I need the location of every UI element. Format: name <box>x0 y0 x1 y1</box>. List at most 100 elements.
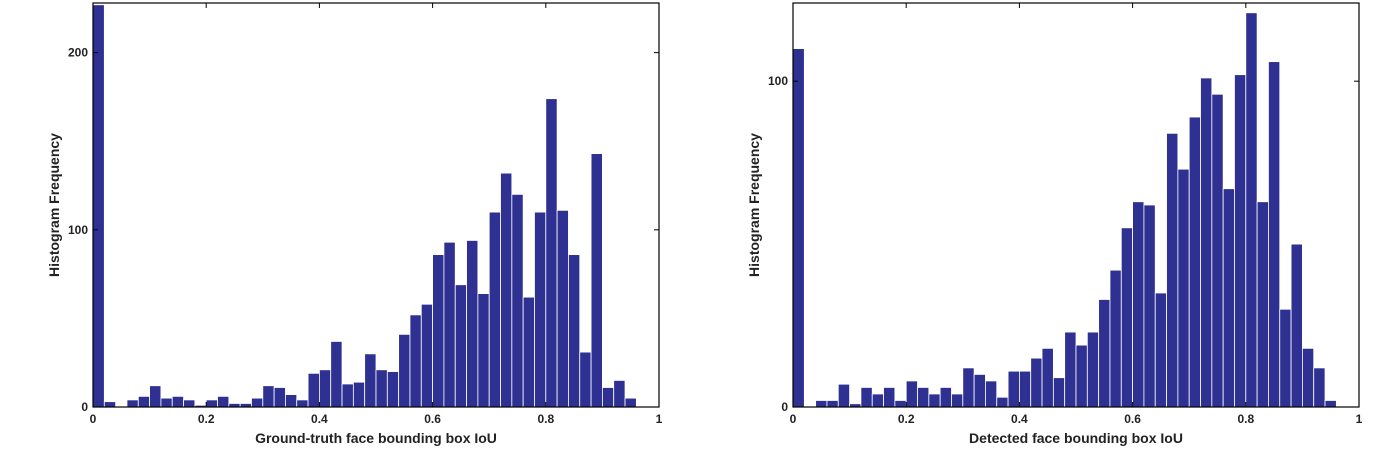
left-histogram-bar <box>602 387 615 408</box>
right-y-tick-label: 0 <box>781 400 788 414</box>
left-histogram-bar <box>137 395 150 408</box>
right-histogram-bar <box>1075 344 1088 408</box>
left-y-axis-label: Histogram Frequency <box>46 133 62 277</box>
left-histogram-bar <box>341 383 354 408</box>
right-histogram-bar <box>905 380 918 408</box>
right-histogram-bar <box>928 393 941 408</box>
right-histogram-bar <box>1245 12 1258 408</box>
right-histogram-bar <box>1086 331 1100 408</box>
right-histogram-bar <box>1313 367 1326 408</box>
right-histogram-bar <box>1177 168 1190 408</box>
right-histogram-bars <box>792 12 1337 408</box>
right-histogram-bar <box>1188 116 1201 408</box>
left-histogram-bar <box>420 303 433 408</box>
left-histogram-bar <box>500 172 513 408</box>
right-x-tick-label: 0.2 <box>898 412 915 426</box>
left-histogram-bar <box>477 293 490 408</box>
right-histogram-bar <box>1098 299 1111 408</box>
right-y-axis-label: Histogram Frequency <box>746 133 762 277</box>
right-histogram-bar <box>985 380 998 408</box>
left-histogram-bar <box>251 397 264 408</box>
right-histogram-bar <box>1007 370 1020 408</box>
right-x-tick-label: 0 <box>790 412 797 426</box>
left-histogram-bar <box>126 399 139 408</box>
left-histogram-bar <box>624 397 637 408</box>
right-histogram: 0 0.2 0.4 0.6 0.8 1 0 100 Detected face boundin… <box>746 2 1363 446</box>
left-histogram-bar <box>488 211 501 408</box>
left-histogram-bar <box>160 397 173 408</box>
left-histogram-bar <box>613 380 626 408</box>
left-y-tick-label: 200 <box>68 46 88 60</box>
left-x-tick-label: 0 <box>90 412 97 426</box>
right-histogram-bar <box>1064 331 1077 408</box>
right-histogram-bar <box>917 387 930 408</box>
right-histogram-bar <box>815 400 828 408</box>
right-x-tick-label: 0.4 <box>1011 412 1028 426</box>
left-histogram-bar <box>285 394 298 408</box>
right-x-tick-label: 1 <box>1356 412 1363 426</box>
left-histogram-bar <box>454 284 467 408</box>
right-histogram-bar <box>1290 243 1303 408</box>
left-histogram-bar <box>568 254 581 408</box>
left-histogram-bar <box>590 153 603 408</box>
left-histogram-bar <box>307 372 320 408</box>
right-histogram-bar <box>826 400 839 408</box>
right-histogram-bar <box>1030 357 1043 408</box>
left-y-tick-label: 100 <box>68 223 88 237</box>
right-histogram-bar <box>1041 347 1054 408</box>
left-x-tick-label: 1 <box>656 412 663 426</box>
right-histogram-bar <box>1132 201 1145 408</box>
right-histogram-bar <box>1052 377 1066 408</box>
right-histogram-bar <box>1279 308 1292 408</box>
left-histogram-bar <box>364 353 377 408</box>
right-histogram-bar <box>1143 204 1156 408</box>
right-histogram-bar <box>939 387 952 408</box>
left-histogram-bar <box>318 369 332 408</box>
right-histogram-bar <box>1211 93 1224 408</box>
right-histogram-bar <box>883 387 896 408</box>
left-histogram-bar <box>432 254 445 408</box>
right-histogram-bar <box>1256 201 1269 408</box>
right-histogram-bar <box>894 400 907 408</box>
right-histogram-bar <box>951 393 964 408</box>
left-x-axis-label: Ground-truth face bounding box IoU <box>255 430 497 446</box>
right-histogram-bar <box>1019 370 1032 408</box>
left-histogram-bar <box>296 399 309 408</box>
left-histogram-bar <box>409 314 422 408</box>
left-x-tick-label: 0.4 <box>311 412 328 426</box>
left-histogram-bar <box>149 385 162 408</box>
right-y-tick-label: 100 <box>768 74 788 88</box>
left-histogram-bar <box>262 385 275 408</box>
right-histogram-bar <box>1234 74 1247 408</box>
left-histogram-bar <box>183 399 196 408</box>
left-histogram-bar <box>375 369 388 408</box>
left-histogram-bar <box>545 98 558 408</box>
right-histogram-bar <box>962 367 975 408</box>
right-histogram-bar <box>1302 347 1315 408</box>
right-histogram-bar <box>1166 132 1179 408</box>
right-x-tick-label: 0.8 <box>1237 412 1254 426</box>
left-histogram-bar <box>217 395 230 408</box>
left-histogram-bar <box>205 399 218 408</box>
right-histogram-bar <box>871 393 884 408</box>
left-histogram-bar <box>92 4 105 408</box>
right-histogram-bar <box>1154 292 1167 408</box>
left-histogram-bar <box>330 341 343 408</box>
right-histogram-bar <box>973 374 986 408</box>
left-histogram-bar <box>556 209 569 408</box>
right-plot-frame <box>792 2 1360 408</box>
right-x-axis-label: Detected face bounding box IoU <box>969 430 1183 446</box>
right-histogram-bar <box>1222 188 1235 408</box>
left-x-tick-label: 0.2 <box>198 412 215 426</box>
right-histogram-bar <box>996 396 1009 408</box>
left-histogram-bar <box>579 351 592 408</box>
left-histogram-bar <box>511 193 524 408</box>
left-histogram: 0 0.2 0.4 0.6 0.8 1 0 100 200 Ground-truth face … <box>46 2 663 446</box>
left-histogram-bar <box>443 241 456 408</box>
right-histogram-bar <box>1109 269 1122 408</box>
left-histogram-bar <box>534 211 547 408</box>
right-histogram-bar <box>837 383 851 408</box>
left-histogram-bar <box>466 240 479 408</box>
left-histogram-bar <box>103 401 117 408</box>
left-histogram-bar <box>522 296 535 408</box>
